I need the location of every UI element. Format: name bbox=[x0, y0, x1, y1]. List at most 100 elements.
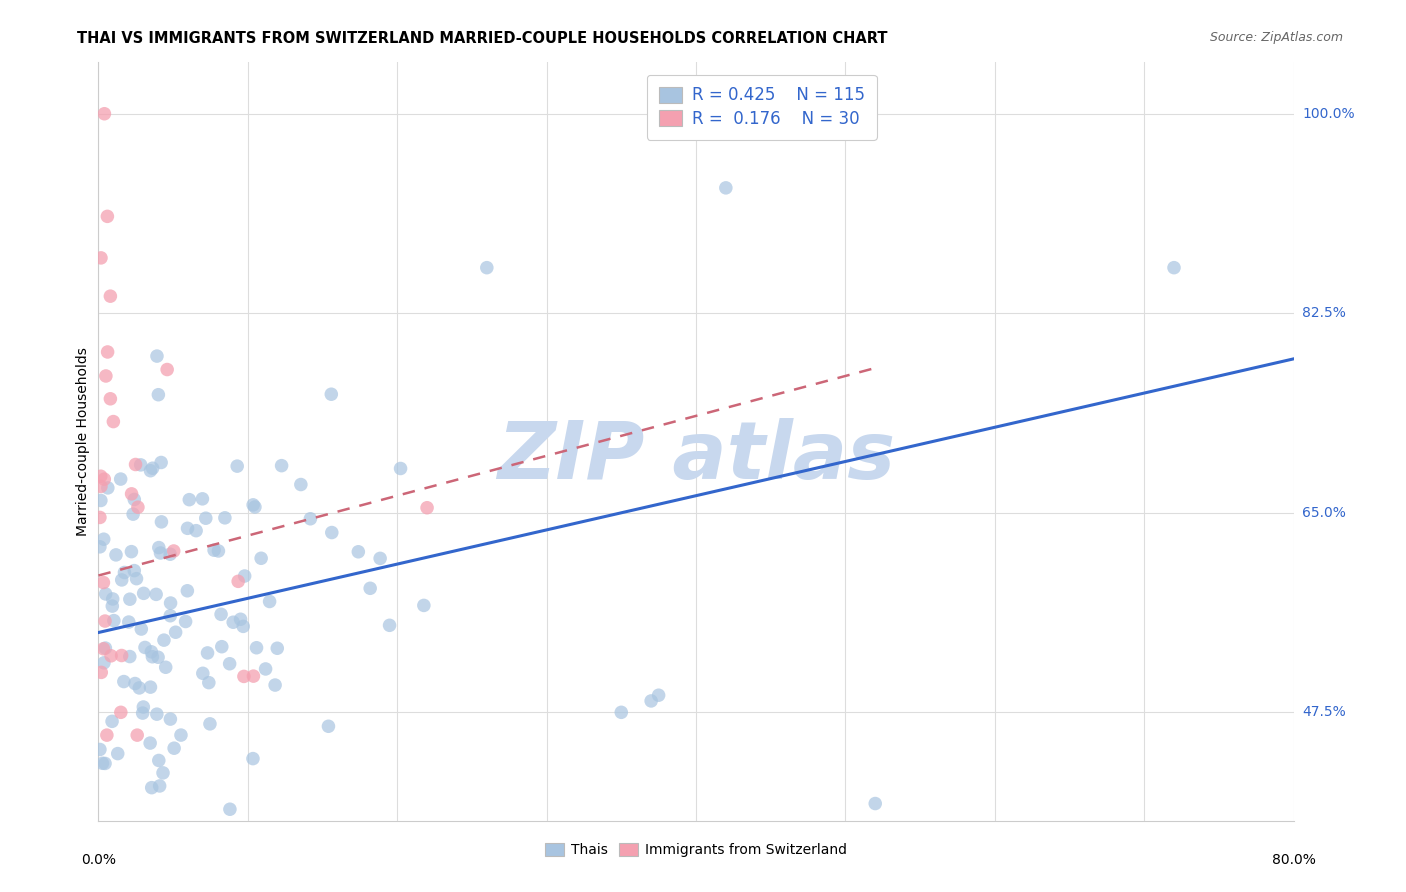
Point bbox=[226, 574, 249, 589]
Point bbox=[94, 369, 117, 384]
Point bbox=[389, 461, 412, 475]
Point bbox=[90, 493, 112, 508]
Point bbox=[122, 507, 145, 521]
Point bbox=[152, 765, 174, 780]
Point bbox=[250, 551, 273, 566]
Point bbox=[127, 728, 149, 742]
Point bbox=[299, 512, 322, 526]
Point bbox=[290, 477, 312, 491]
Point bbox=[110, 648, 132, 663]
Point bbox=[209, 607, 232, 622]
Text: 80.0%: 80.0% bbox=[1271, 853, 1316, 866]
Point bbox=[96, 210, 118, 224]
Point bbox=[159, 547, 181, 561]
Point bbox=[153, 633, 176, 648]
Point bbox=[270, 458, 292, 473]
Point bbox=[218, 657, 240, 671]
Point bbox=[131, 622, 153, 636]
Point bbox=[141, 649, 163, 664]
Point bbox=[640, 694, 662, 708]
Point bbox=[416, 500, 439, 515]
Point bbox=[475, 260, 498, 275]
Point bbox=[94, 587, 117, 601]
Point bbox=[163, 544, 186, 558]
Point bbox=[170, 728, 193, 742]
Point bbox=[148, 387, 170, 401]
Point bbox=[211, 640, 233, 654]
Point bbox=[94, 641, 117, 656]
Point bbox=[132, 700, 155, 714]
Point bbox=[96, 728, 118, 742]
Point bbox=[93, 656, 115, 670]
Point bbox=[176, 583, 198, 598]
Point bbox=[156, 362, 179, 376]
Point bbox=[259, 594, 281, 608]
Point bbox=[134, 640, 156, 655]
Point bbox=[110, 706, 132, 720]
Point bbox=[243, 500, 266, 514]
Text: 0.0%: 0.0% bbox=[82, 853, 115, 866]
Point bbox=[198, 717, 221, 731]
Point bbox=[124, 458, 146, 472]
Point bbox=[378, 618, 401, 632]
Point bbox=[610, 706, 633, 720]
Point bbox=[219, 802, 242, 816]
Point bbox=[232, 669, 254, 683]
Text: Source: ZipAtlas.com: Source: ZipAtlas.com bbox=[1209, 31, 1343, 45]
Point bbox=[222, 615, 245, 630]
Point bbox=[229, 612, 252, 626]
Point bbox=[179, 492, 201, 507]
Point bbox=[368, 551, 391, 566]
Point bbox=[129, 458, 152, 472]
Point bbox=[107, 747, 129, 761]
Point bbox=[254, 662, 277, 676]
Point bbox=[226, 459, 249, 474]
Point bbox=[139, 680, 162, 694]
Point bbox=[101, 599, 124, 613]
Text: 65.0%: 65.0% bbox=[1302, 506, 1347, 520]
Point bbox=[191, 666, 214, 681]
Point bbox=[110, 472, 132, 486]
Point bbox=[100, 648, 122, 663]
Text: 100.0%: 100.0% bbox=[1302, 107, 1355, 120]
Point bbox=[647, 688, 669, 702]
Point bbox=[347, 545, 370, 559]
Point bbox=[714, 181, 737, 195]
Point bbox=[159, 596, 181, 610]
Point bbox=[194, 511, 217, 525]
Point bbox=[122, 564, 145, 578]
Point bbox=[124, 492, 146, 507]
Point bbox=[150, 455, 173, 469]
Y-axis label: Married-couple Households: Married-couple Households bbox=[76, 347, 90, 536]
Point bbox=[139, 464, 162, 478]
Point bbox=[141, 645, 163, 659]
Point bbox=[146, 707, 169, 722]
Point bbox=[176, 521, 198, 535]
Point bbox=[97, 345, 120, 359]
Point bbox=[207, 544, 229, 558]
Point bbox=[264, 678, 287, 692]
Point bbox=[865, 797, 887, 811]
Point bbox=[120, 544, 142, 558]
Text: 47.5%: 47.5% bbox=[1302, 706, 1346, 719]
Point bbox=[359, 582, 381, 596]
Point bbox=[412, 599, 434, 613]
Point bbox=[93, 532, 115, 546]
Point bbox=[89, 540, 111, 554]
Point bbox=[146, 349, 169, 363]
Point bbox=[93, 575, 115, 590]
Point bbox=[148, 541, 170, 555]
Point bbox=[98, 392, 122, 406]
Point bbox=[174, 615, 197, 629]
Point bbox=[93, 641, 115, 656]
Point bbox=[103, 614, 125, 628]
Point bbox=[125, 572, 148, 586]
Point bbox=[101, 714, 124, 729]
Point bbox=[191, 491, 214, 506]
Point bbox=[90, 251, 112, 265]
Point bbox=[142, 461, 165, 475]
Point bbox=[91, 756, 114, 771]
Point bbox=[159, 712, 181, 726]
Point bbox=[139, 736, 162, 750]
Point bbox=[197, 646, 219, 660]
